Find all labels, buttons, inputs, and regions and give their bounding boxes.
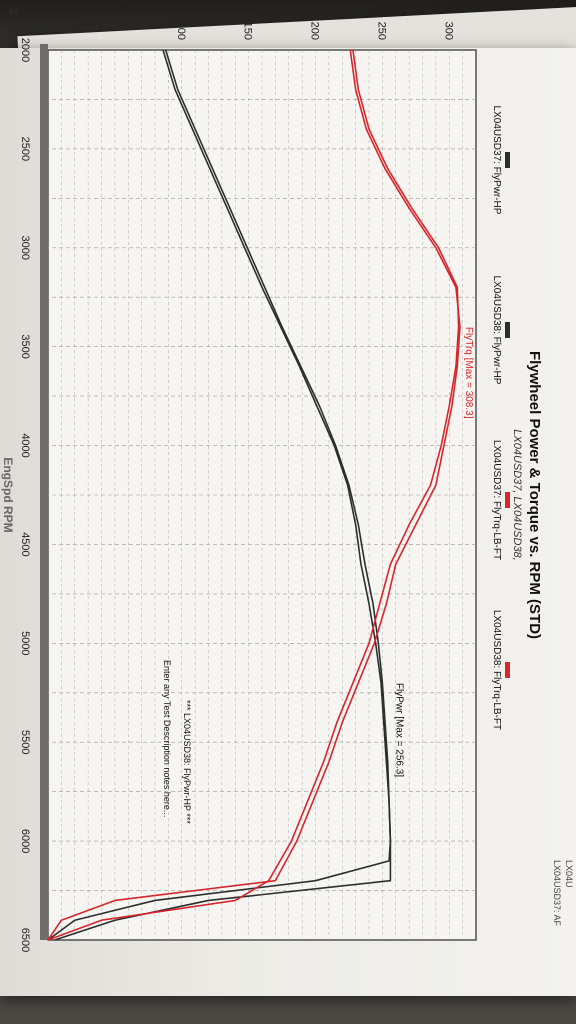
chart-title: Flywheel Power & Torque vs. RPM (STD) xyxy=(526,351,543,639)
legend-swatch xyxy=(505,492,510,508)
x-tick-label: 2000 xyxy=(19,38,31,62)
y-tick-label: 250 xyxy=(375,22,387,40)
x-tick-label: 5500 xyxy=(19,730,31,754)
x-tick-label: 6000 xyxy=(19,829,31,853)
plot-shadow-edge xyxy=(40,44,48,940)
y-tick-label: 100 xyxy=(175,22,187,40)
annotation-label: FlyTrq [Max = 308.3] xyxy=(463,327,474,419)
x-tick-label: 4000 xyxy=(19,433,31,457)
series-line-1 xyxy=(54,49,392,941)
legend-swatch xyxy=(505,152,510,168)
legend-entry: LX04USD38: FlyPwr-HP xyxy=(491,276,502,385)
x-axis-label: EngSpd RPM xyxy=(1,457,15,532)
annotations: FlyTrq [Max = 308.3] FlyPwr [Max = 256.3] xyxy=(393,327,474,777)
y-tick-label: 300 xyxy=(442,22,454,40)
series-line-2 xyxy=(47,49,392,941)
legend-entry: LX04USD37: FlyPwr-HP xyxy=(491,106,502,215)
plot-area xyxy=(40,44,477,941)
legend-entry: LX04USD37: FlyTrq-LB-FT xyxy=(491,440,502,560)
x-tick-label: 5000 xyxy=(19,631,31,655)
note-text: Enter any Test Description notes here... xyxy=(162,660,172,817)
chart-subtitle: LX04USD37, LX04USD38, xyxy=(511,429,523,560)
page-edge-text: LX04U xyxy=(564,860,574,888)
annotation-label: FlyPwr [Max = 256.3] xyxy=(393,683,404,777)
x-tick-label: 3000 xyxy=(19,236,31,260)
legend-entry: LX04USD38: FlyTrq-LB-FT xyxy=(491,610,502,730)
x-tick-label: 4500 xyxy=(19,532,31,556)
legend: LX04USD37: FlyPwr-HP LX04USD38: FlyPwr-HP… xyxy=(491,106,510,730)
notes: *** LX04USD38: FlyPwr-HP *** Enter any Te… xyxy=(162,660,192,824)
y-tick-label: 200 xyxy=(309,22,321,40)
legend-swatch xyxy=(505,322,510,338)
page-edge-text-2: LX04USD37: AF xyxy=(552,860,562,927)
x-tick-label: 6500 xyxy=(19,928,31,952)
y-tick-label: 150 xyxy=(242,22,254,40)
series-lines xyxy=(47,49,461,941)
chart-labels: Flywheel Power & Torque vs. RPM (STD) LX… xyxy=(1,8,574,927)
series-line-4 xyxy=(47,49,460,941)
y-tick-labels: 100 150 200 250 300 xyxy=(175,22,455,40)
note-text: *** LX04USD38: FlyPwr-HP *** xyxy=(182,700,192,824)
x-tick-label: 2500 xyxy=(19,137,31,161)
x-tick-label: 3500 xyxy=(19,334,31,358)
page-corner-number: 2 xyxy=(7,8,18,14)
legend-swatch xyxy=(505,662,510,678)
series-line-3 xyxy=(47,49,461,941)
grid-lines xyxy=(48,50,476,940)
x-tick-labels: 2000 2500 3000 3500 4000 4500 5000 5500 6000 6500 xyxy=(19,38,31,952)
